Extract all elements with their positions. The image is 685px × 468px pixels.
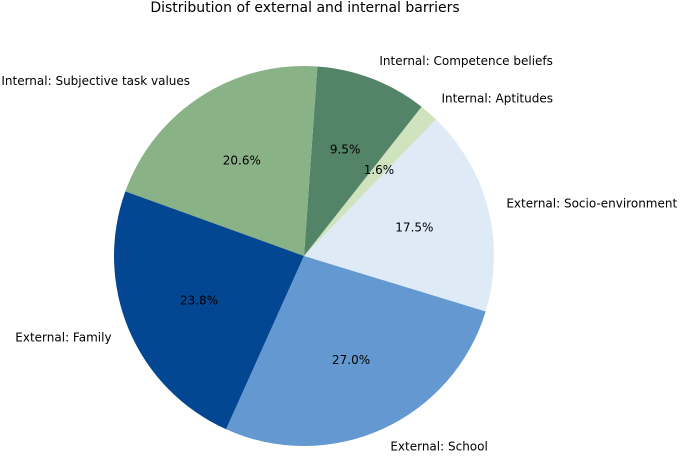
chart-title: Distribution of external and internal ba… — [150, 0, 459, 16]
pie-percent-label: 27.0% — [332, 353, 370, 367]
pie-slices — [114, 66, 495, 447]
pie-slice-label: Internal: Subjective task values — [1, 74, 190, 88]
pie-percent-label: 17.5% — [395, 220, 433, 234]
pie-slice-label: Internal: Aptitudes — [441, 92, 553, 106]
pie-percent-label: 20.6% — [223, 153, 261, 167]
pie-labels: 17.5% External: Socio-environment 1.6% Inte… — [1, 54, 677, 453]
pie-slice-internal-subjective-task-values — [125, 66, 318, 256]
pie-slice-internal-aptitudes — [304, 106, 436, 256]
pie-slice-label: Internal: Competence beliefs — [379, 54, 553, 68]
pie-percent-label: 9.5% — [330, 143, 361, 157]
pie-slice-internal-competence-beliefs — [304, 66, 422, 256]
pie-slice-label: External: School — [390, 439, 487, 453]
pie-percent-label: 1.6% — [364, 163, 395, 177]
pie-slice-external-socio-environment — [304, 119, 495, 312]
pie-slice-label: External: Family — [15, 331, 111, 345]
pie-percent-label: 23.8% — [180, 293, 218, 307]
pie-slice-external-family — [114, 191, 304, 430]
pie-slice-external-school — [226, 256, 486, 447]
pie-slice-label: External: Socio-environment — [506, 197, 677, 211]
